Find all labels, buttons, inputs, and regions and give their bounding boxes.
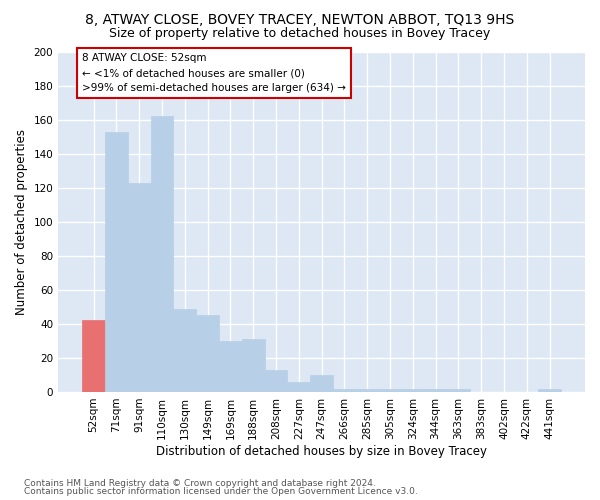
X-axis label: Distribution of detached houses by size in Bovey Tracey: Distribution of detached houses by size … (156, 444, 487, 458)
Bar (424, 388, 447, 392)
Text: 8 ATWAY CLOSE: 52sqm
← <1% of detached houses are smaller (0)
>99% of semi-detac: 8 ATWAY CLOSE: 52sqm ← <1% of detached h… (82, 53, 346, 93)
Bar (219, 341, 242, 392)
Bar (242, 339, 265, 392)
Bar (356, 388, 379, 392)
Bar (128, 182, 151, 392)
Bar (196, 316, 219, 392)
Bar (105, 132, 128, 392)
Y-axis label: Number of detached properties: Number of detached properties (15, 128, 28, 314)
Text: Contains public sector information licensed under the Open Government Licence v3: Contains public sector information licen… (24, 487, 418, 496)
Bar (173, 308, 196, 392)
Bar (310, 375, 333, 392)
Bar (538, 388, 561, 392)
Bar (151, 116, 173, 392)
Bar (401, 388, 424, 392)
Bar (287, 382, 310, 392)
Text: Size of property relative to detached houses in Bovey Tracey: Size of property relative to detached ho… (109, 28, 491, 40)
Bar (82, 320, 105, 392)
Text: Contains HM Land Registry data © Crown copyright and database right 2024.: Contains HM Land Registry data © Crown c… (24, 478, 376, 488)
Bar (333, 388, 356, 392)
Bar (379, 388, 401, 392)
Bar (447, 388, 470, 392)
Text: 8, ATWAY CLOSE, BOVEY TRACEY, NEWTON ABBOT, TQ13 9HS: 8, ATWAY CLOSE, BOVEY TRACEY, NEWTON ABB… (85, 12, 515, 26)
Bar (265, 370, 287, 392)
